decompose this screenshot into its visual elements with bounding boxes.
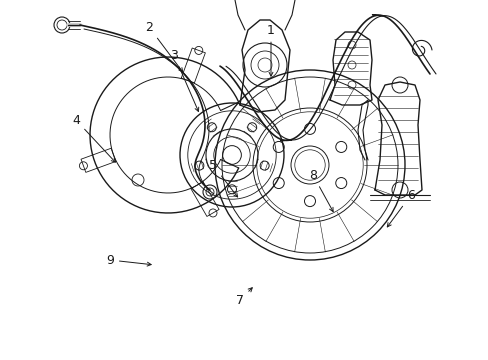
Text: 3: 3	[170, 49, 198, 112]
Text: 9: 9	[106, 253, 151, 266]
Text: 6: 6	[386, 189, 414, 227]
Text: 1: 1	[266, 23, 274, 76]
Text: 7: 7	[236, 288, 252, 306]
Text: 2: 2	[145, 21, 183, 72]
Text: 8: 8	[308, 168, 332, 212]
Text: 5: 5	[208, 158, 237, 197]
Text: 4: 4	[72, 113, 115, 162]
